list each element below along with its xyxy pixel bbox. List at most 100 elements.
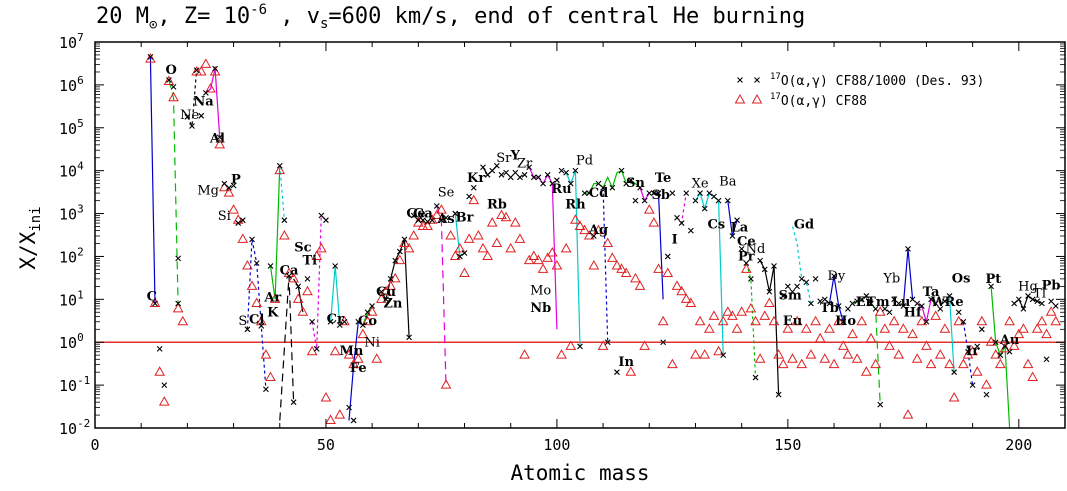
connector-line bbox=[436, 205, 447, 386]
x-tick-label: 100 bbox=[543, 436, 570, 454]
element-label-lu: Lu bbox=[892, 295, 911, 310]
element-label-w: W bbox=[930, 295, 946, 310]
data-point-triangle bbox=[528, 250, 540, 260]
data-point-triangle bbox=[620, 267, 632, 278]
element-label-pd: Pd bbox=[576, 153, 593, 168]
data-point-cross bbox=[493, 162, 500, 169]
data-point-triangle bbox=[570, 214, 581, 224]
element-label-pr: Pr bbox=[738, 250, 755, 265]
element-label-kr: Kr bbox=[467, 171, 485, 186]
connector-line bbox=[791, 226, 812, 304]
data-point-cross bbox=[932, 300, 939, 307]
y-tick-label: 101 bbox=[59, 288, 84, 309]
data-point-triangle bbox=[436, 204, 447, 214]
data-point-cross bbox=[470, 184, 477, 191]
data-point-triangle bbox=[593, 224, 604, 235]
data-point-cross bbox=[480, 164, 486, 171]
data-point-cross bbox=[595, 180, 602, 187]
element-label-os: Os bbox=[952, 271, 971, 286]
data-point-cross bbox=[410, 212, 417, 219]
element-label-i: I bbox=[672, 233, 678, 248]
data-point-cross bbox=[230, 182, 237, 189]
data-point-cross bbox=[757, 257, 764, 264]
data-point-triangle bbox=[953, 315, 965, 326]
data-point-triangle bbox=[279, 229, 290, 240]
data-point-triangle bbox=[477, 242, 489, 253]
data-point-cross bbox=[678, 220, 685, 226]
data-point-triangle bbox=[574, 220, 586, 230]
data-point-triangle bbox=[916, 315, 928, 326]
data-point-triangle bbox=[1008, 340, 1020, 350]
connector-line bbox=[311, 214, 327, 350]
legend-label: 17O(α,γ) CF88 bbox=[770, 92, 867, 109]
chart-title: 20 M⊙, Z= 10-6 , vs=600 km/s, end of cen… bbox=[96, 2, 805, 33]
data-point-cross bbox=[692, 197, 699, 204]
data-point-cross bbox=[323, 217, 329, 224]
data-point-triangle bbox=[713, 345, 724, 356]
data-point-triangle bbox=[722, 306, 734, 316]
data-point-triangle bbox=[482, 250, 493, 260]
data-point-triangle bbox=[805, 349, 817, 359]
element-label-cr: Cr bbox=[327, 312, 344, 327]
element-label-hg: Hg bbox=[1018, 280, 1038, 295]
element-label-ta: Ta bbox=[923, 285, 940, 300]
data-point-triangle bbox=[149, 297, 161, 307]
data-point-cross bbox=[789, 288, 796, 295]
data-point-cross bbox=[831, 273, 837, 279]
data-point-cross bbox=[420, 217, 426, 224]
data-point-cross bbox=[396, 248, 403, 255]
data-point-cross bbox=[235, 220, 242, 226]
data-point-triangle bbox=[597, 340, 609, 350]
data-point-cross bbox=[845, 305, 851, 312]
data-point-triangle bbox=[1027, 371, 1039, 382]
data-point-cross bbox=[775, 391, 782, 398]
data-point-triangle bbox=[990, 349, 1002, 359]
data-point-cross bbox=[433, 203, 440, 209]
data-point-triangle bbox=[773, 349, 784, 359]
element-label-rh: Rh bbox=[565, 198, 586, 213]
data-point-triangle bbox=[699, 349, 711, 359]
data-point-triangle bbox=[985, 336, 997, 346]
element-label-au: Au bbox=[999, 333, 1020, 348]
data-point-triangle bbox=[339, 315, 350, 326]
data-point-cross bbox=[198, 112, 205, 119]
data-point-cross bbox=[554, 177, 560, 184]
legend-marker-cross bbox=[754, 77, 760, 83]
element-label-xe: Xe bbox=[692, 177, 709, 192]
connector-line bbox=[293, 278, 304, 313]
element-label-tl: Tl bbox=[1033, 287, 1046, 302]
connector-line bbox=[745, 262, 757, 378]
data-point-triangle bbox=[431, 209, 443, 220]
data-point-triangle bbox=[1031, 323, 1043, 333]
data-point-cross bbox=[812, 275, 819, 282]
data-point-cross bbox=[563, 169, 570, 176]
element-label-ba: Ba bbox=[719, 175, 737, 190]
data-point-cross bbox=[914, 300, 921, 307]
connector-line bbox=[168, 79, 179, 304]
data-point-cross bbox=[609, 184, 616, 191]
data-point-triangle bbox=[246, 280, 258, 290]
data-point-triangle bbox=[764, 297, 775, 307]
data-point-cross bbox=[743, 260, 750, 266]
data-point-triangle bbox=[265, 371, 276, 382]
element-label-zn: Zn bbox=[383, 296, 402, 311]
data-point-triangle bbox=[690, 349, 701, 359]
data-point-triangle bbox=[602, 237, 614, 248]
data-point-cross bbox=[794, 283, 800, 290]
data-point-cross bbox=[156, 345, 163, 352]
data-point-cross bbox=[660, 339, 667, 346]
data-point-cross bbox=[263, 386, 269, 393]
data-point-triangle bbox=[468, 194, 480, 205]
data-point-triangle bbox=[459, 267, 470, 278]
connector-line bbox=[759, 260, 780, 395]
data-point-triangle bbox=[399, 237, 410, 248]
data-point-triangle bbox=[274, 164, 286, 175]
element-label-mn: Mn bbox=[339, 344, 363, 359]
data-point-triangle bbox=[297, 306, 309, 316]
data-point-triangle bbox=[634, 280, 646, 290]
data-point-cross bbox=[212, 65, 218, 72]
data-point-cross bbox=[734, 217, 740, 224]
data-point-triangle bbox=[223, 187, 235, 197]
data-point-triangle bbox=[371, 353, 383, 363]
data-point-cross bbox=[651, 190, 657, 196]
